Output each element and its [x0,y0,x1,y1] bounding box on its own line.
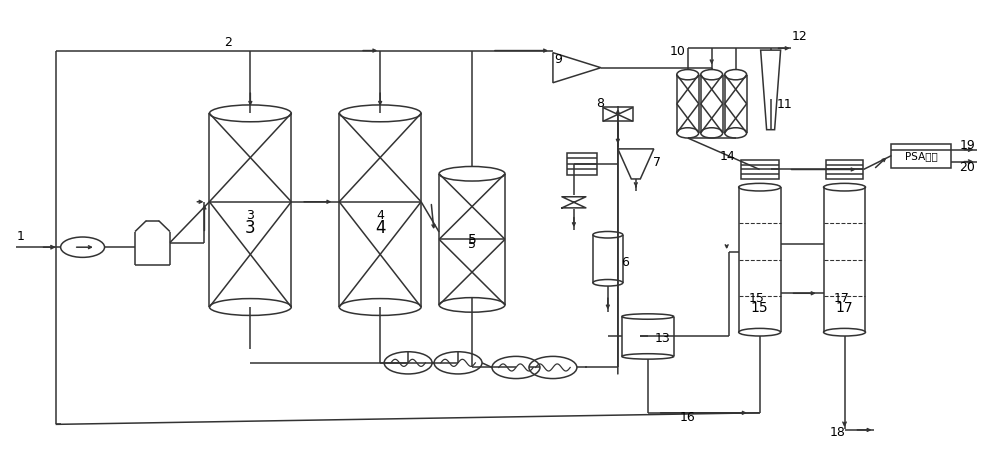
Text: 15: 15 [749,292,765,305]
Bar [741,161,779,179]
Text: 17: 17 [834,292,849,305]
Text: 10: 10 [670,44,686,57]
Text: 3: 3 [246,209,254,222]
Text: 11: 11 [777,98,792,111]
Text: 7: 7 [653,156,661,169]
Text: 3: 3 [245,219,256,237]
Text: 1: 1 [17,230,25,243]
Text: 13: 13 [655,331,671,344]
Text: 16: 16 [680,410,696,423]
Text: 15: 15 [751,300,768,314]
Text: 5: 5 [468,233,476,247]
Text: 5: 5 [468,238,476,251]
Text: 17: 17 [836,300,853,314]
Text: 4: 4 [375,219,385,237]
Text: 4: 4 [376,209,384,222]
Text: 6: 6 [621,255,629,268]
Bar [567,154,597,175]
Text: 14: 14 [720,150,736,163]
Text: 2: 2 [224,36,232,49]
Text: 20: 20 [959,160,975,173]
Text: 19: 19 [959,139,975,152]
Bar [891,144,951,168]
Text: 8: 8 [596,97,604,110]
Text: 18: 18 [830,425,845,438]
Text: 9: 9 [554,53,562,66]
Bar [826,161,863,179]
Bar [603,108,633,122]
Text: 12: 12 [792,30,807,43]
Text: PSA单元: PSA单元 [905,151,938,161]
